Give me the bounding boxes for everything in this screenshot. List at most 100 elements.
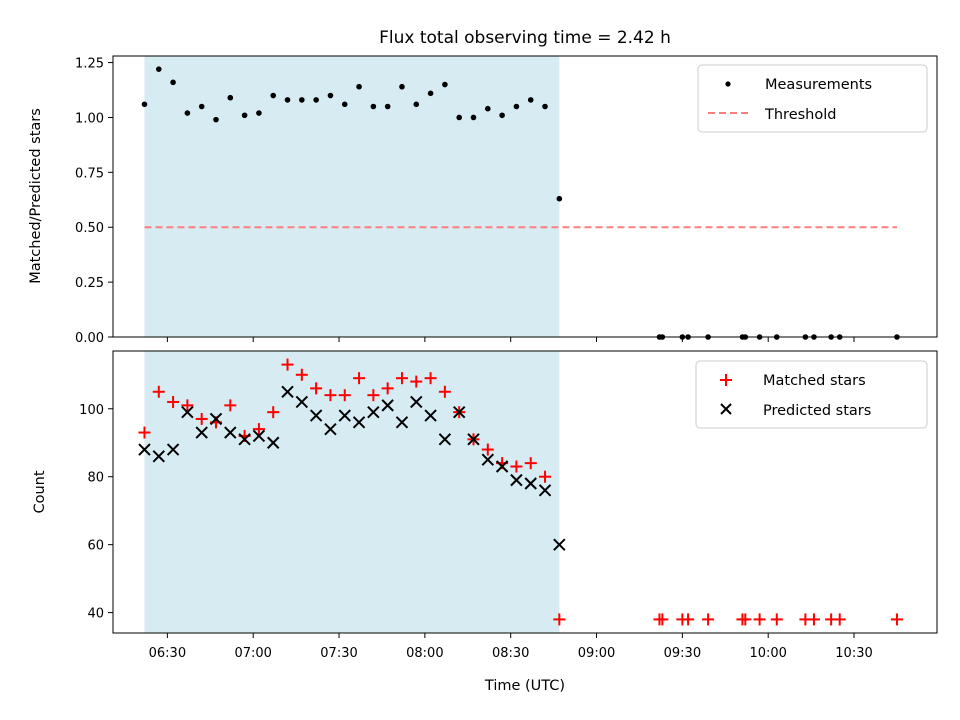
matched-star-point: [395, 372, 408, 385]
predicted-star-point: [510, 473, 523, 487]
legend-matched-marker: [720, 374, 732, 386]
top-y-tick-label: 0.75: [75, 166, 104, 181]
matched-star-point: [438, 385, 451, 398]
matched-star-point: [281, 358, 294, 371]
x-stroke-b: [510, 473, 523, 487]
predicted-star-point: [381, 399, 394, 412]
measurement-point: [284, 97, 291, 103]
top-panel: 0.00 0.25 0.50 0.75 1.00 1.25 Matched/Predict…: [28, 55, 938, 346]
measurement-point: [470, 114, 477, 121]
predicted-star-point: [438, 433, 452, 446]
matched-star-point: [381, 382, 394, 395]
bottom-axes-frame: [112, 350, 938, 634]
matched-star-point: [367, 389, 380, 402]
bottom-y-tick-label: 40: [87, 607, 104, 622]
measurement-point: [456, 114, 462, 121]
bottom-x-tick-label: 08:30: [492, 646, 529, 661]
matched-star-point: [656, 613, 669, 626]
top-axes-frame: [112, 55, 938, 338]
matched-star-point: [702, 613, 715, 626]
x-stroke-b: [281, 385, 294, 398]
bottom-legend: Matched stars Predicted stars: [695, 360, 928, 429]
legend-threshold-label: Threshold: [764, 107, 836, 123]
measurement-point: [170, 79, 176, 86]
predicted-star-point: [338, 409, 351, 422]
x-stroke-b: [166, 443, 180, 456]
predicted-star-point: [495, 460, 509, 473]
x-stroke-b: [495, 460, 509, 473]
x-stroke-b: [209, 412, 223, 426]
predicted-star-point: [195, 426, 208, 439]
predicted-star-point: [352, 416, 366, 429]
predicted-star-point: [424, 409, 437, 422]
x-stroke-b: [452, 405, 466, 419]
matched-star-point: [195, 412, 208, 425]
predicted-star-point: [452, 405, 466, 419]
measurement-point: [256, 110, 262, 116]
observing-window-shade-top: [144, 56, 560, 337]
bottom-x-tick-label: 07:30: [320, 646, 357, 661]
x-stroke-b: [338, 409, 351, 422]
x-stroke-b: [381, 399, 394, 412]
bottom-x-tick-label: 07:00: [234, 646, 271, 661]
measurement-point: [313, 97, 319, 103]
top-y-axis: 0.00 0.25 0.50 0.75 1.00 1.25: [75, 57, 113, 346]
x-stroke-b: [524, 477, 537, 490]
matched-star-point: [152, 385, 165, 398]
matched-star-point: [181, 399, 194, 412]
matched-star-point: [510, 460, 523, 473]
predicted-star-point: [395, 416, 409, 429]
matched-star-point: [324, 389, 337, 402]
predicted-star-point: [367, 405, 380, 419]
matched-star-point: [252, 423, 265, 436]
matched-star-point: [524, 457, 537, 470]
bottom-legend-box: [695, 360, 928, 429]
bottom-x-tick-label: 10:00: [749, 646, 786, 661]
predicted-star-point: [324, 422, 337, 436]
measurement-point: [485, 105, 491, 112]
legend-measurements-marker: [725, 81, 731, 87]
legend-predicted-marker: [720, 403, 732, 415]
observing-window-shade-bottom: [144, 351, 560, 633]
matched-star-point: [833, 613, 846, 626]
matched-star-point: [682, 613, 695, 626]
top-y-tick-label: 1.25: [75, 57, 104, 72]
measurement-point: [327, 92, 334, 99]
bottom-x-tick-label: 06:30: [149, 646, 186, 661]
x-stroke-b: [252, 429, 266, 443]
predicted-star-point: [467, 433, 480, 446]
top-y-tick-label: 0.50: [75, 221, 104, 236]
matched-star-point: [353, 372, 366, 385]
matched-star-point: [138, 426, 151, 439]
matched-star-point: [167, 395, 180, 408]
x-stroke-b: [238, 433, 251, 446]
bottom-x-axis: 06:30 07:00 07:30 08:00 08:30 09:00 09:30 10:00…: [149, 633, 873, 661]
top-legend-box: [697, 64, 928, 133]
matched-star-point: [553, 613, 566, 626]
measurement-point: [299, 97, 305, 103]
legend-predicted-label: Predicted stars: [763, 403, 871, 419]
x-stroke-b: [267, 436, 280, 449]
x-stroke-b: [481, 453, 495, 466]
predicted-star-point: [410, 395, 423, 409]
legend-matched-label: Matched stars: [763, 373, 866, 389]
matched-star-point: [295, 368, 308, 381]
predicted-star-point: [295, 395, 309, 409]
bottom-x-tick-label: 10:30: [835, 646, 872, 661]
predicted-star-point: [267, 436, 280, 449]
x-stroke-b: [538, 484, 552, 497]
measurement-point: [370, 103, 377, 110]
measurement-point: [499, 112, 505, 119]
bottom-x-tick-label: 08:00: [406, 646, 443, 661]
measurement-point: [542, 103, 548, 110]
x-stroke-b: [438, 433, 452, 446]
measurement-point: [241, 112, 248, 119]
bottom-y-axis-label: Count: [32, 470, 48, 513]
legend-measurements-label: Measurements: [765, 77, 872, 93]
predicted-star-point: [252, 429, 266, 443]
bottom-y-axis: 40 60 80 100: [79, 403, 113, 622]
measurement-point: [356, 83, 362, 90]
top-y-tick-label: 0.00: [75, 331, 104, 346]
matched-star-point: [310, 382, 323, 395]
predicted-star-point: [281, 385, 294, 398]
